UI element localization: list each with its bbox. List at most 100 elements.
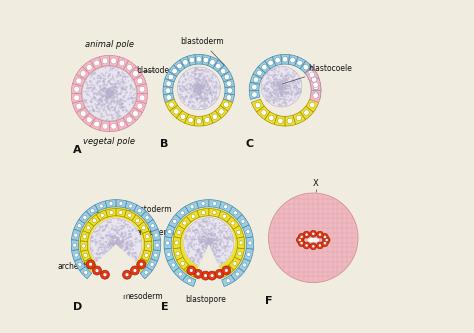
Circle shape xyxy=(118,223,119,224)
Circle shape xyxy=(108,90,111,92)
Circle shape xyxy=(118,244,119,245)
Circle shape xyxy=(136,254,137,255)
Circle shape xyxy=(116,242,117,243)
Circle shape xyxy=(208,241,209,243)
Circle shape xyxy=(125,248,127,250)
Circle shape xyxy=(168,230,172,234)
Circle shape xyxy=(96,104,99,106)
Circle shape xyxy=(199,75,201,77)
Circle shape xyxy=(269,96,271,98)
Circle shape xyxy=(133,255,136,258)
Circle shape xyxy=(103,243,105,244)
Circle shape xyxy=(216,89,218,90)
Circle shape xyxy=(223,245,224,246)
Circle shape xyxy=(122,109,124,111)
Circle shape xyxy=(191,72,194,74)
Circle shape xyxy=(208,101,210,102)
Circle shape xyxy=(121,78,123,81)
Circle shape xyxy=(113,99,115,101)
Circle shape xyxy=(105,225,106,226)
Circle shape xyxy=(116,261,118,263)
Circle shape xyxy=(272,91,274,93)
Circle shape xyxy=(268,89,269,90)
Circle shape xyxy=(113,246,116,248)
Circle shape xyxy=(319,244,321,247)
Circle shape xyxy=(210,91,212,94)
Circle shape xyxy=(228,241,229,242)
Circle shape xyxy=(105,110,106,111)
Circle shape xyxy=(112,261,113,262)
Circle shape xyxy=(204,92,206,94)
Circle shape xyxy=(323,237,330,243)
Circle shape xyxy=(126,92,128,93)
Circle shape xyxy=(214,99,215,101)
Circle shape xyxy=(202,246,204,248)
Circle shape xyxy=(219,238,220,239)
Wedge shape xyxy=(168,65,180,77)
Wedge shape xyxy=(174,225,184,238)
Circle shape xyxy=(226,279,230,283)
Wedge shape xyxy=(136,84,147,94)
Circle shape xyxy=(279,79,281,81)
Circle shape xyxy=(114,244,117,246)
Circle shape xyxy=(117,219,119,221)
Circle shape xyxy=(207,97,209,100)
Circle shape xyxy=(101,249,102,250)
Circle shape xyxy=(192,101,195,104)
Circle shape xyxy=(191,232,192,233)
Circle shape xyxy=(281,94,282,95)
Circle shape xyxy=(106,224,108,226)
Circle shape xyxy=(279,86,282,89)
Circle shape xyxy=(225,258,226,259)
Circle shape xyxy=(219,225,221,227)
Circle shape xyxy=(92,89,94,91)
Circle shape xyxy=(114,234,117,237)
Circle shape xyxy=(209,242,210,243)
Circle shape xyxy=(117,244,118,246)
Circle shape xyxy=(104,100,106,102)
Circle shape xyxy=(219,244,221,246)
Circle shape xyxy=(95,231,96,232)
Circle shape xyxy=(273,98,276,101)
Circle shape xyxy=(109,81,110,82)
Circle shape xyxy=(140,263,143,266)
Circle shape xyxy=(121,106,123,108)
Wedge shape xyxy=(253,67,265,78)
Circle shape xyxy=(205,90,208,92)
Circle shape xyxy=(104,87,105,88)
Circle shape xyxy=(196,233,197,234)
Circle shape xyxy=(100,97,102,99)
Circle shape xyxy=(271,69,273,71)
Circle shape xyxy=(205,234,207,235)
Circle shape xyxy=(207,75,208,77)
Circle shape xyxy=(321,233,328,240)
Circle shape xyxy=(111,98,113,99)
Circle shape xyxy=(119,263,122,266)
Circle shape xyxy=(282,84,283,85)
Circle shape xyxy=(280,87,282,89)
Wedge shape xyxy=(305,67,317,78)
Circle shape xyxy=(194,88,196,89)
Circle shape xyxy=(295,89,297,91)
Circle shape xyxy=(121,234,122,235)
Circle shape xyxy=(182,86,185,89)
Wedge shape xyxy=(117,57,128,70)
Circle shape xyxy=(111,227,113,230)
Circle shape xyxy=(109,221,111,223)
Circle shape xyxy=(91,98,93,100)
Circle shape xyxy=(108,90,109,92)
Circle shape xyxy=(231,236,234,239)
Circle shape xyxy=(115,111,118,114)
Circle shape xyxy=(109,92,111,93)
Circle shape xyxy=(124,86,125,87)
Circle shape xyxy=(246,230,250,234)
Circle shape xyxy=(213,103,214,104)
Circle shape xyxy=(291,98,292,99)
Circle shape xyxy=(213,225,216,227)
Circle shape xyxy=(135,258,137,260)
Circle shape xyxy=(106,238,108,239)
Circle shape xyxy=(200,239,201,241)
Circle shape xyxy=(201,257,203,259)
Circle shape xyxy=(98,108,100,110)
Circle shape xyxy=(200,85,201,86)
